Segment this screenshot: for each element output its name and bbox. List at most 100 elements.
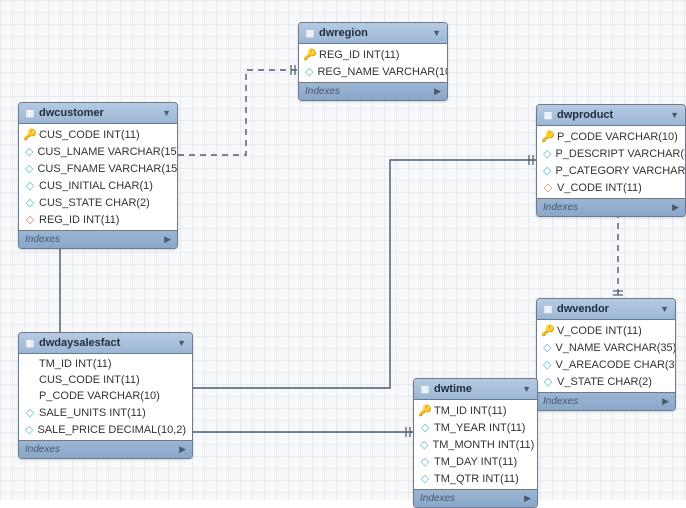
entity-title[interactable]: ▦ dwproduct ▼: [537, 105, 685, 126]
column-icon: ◇: [543, 147, 551, 160]
column-icon: ◇: [543, 375, 553, 388]
indexes-row[interactable]: Indexes▶: [537, 392, 675, 410]
column-row[interactable]: 🔑 P_CODE VARCHAR(10): [537, 128, 685, 145]
column-row[interactable]: ◇ SALE_PRICE DECIMAL(10,2): [19, 421, 192, 438]
column-label: TM_YEAR INT(11): [434, 422, 525, 434]
table-icon: ▦: [25, 108, 35, 119]
entity-title[interactable]: ▦dwregion▼: [299, 23, 447, 44]
key-icon: 🔑: [543, 130, 553, 143]
column-row[interactable]: ◇V_CODE INT(11): [537, 179, 685, 196]
entity-title[interactable]: ▦dwdaysalesfact▼: [19, 333, 192, 354]
entity-dwproduct[interactable]: ▦ dwproduct ▼ 🔑 P_CODE VARCHAR(10) ◇P_DESCRIP…: [536, 104, 686, 217]
indexes-row[interactable]: Indexes ▶: [414, 489, 537, 507]
column-row[interactable]: ◇V_NAME VARCHAR(35): [537, 339, 675, 356]
column-label: V_CODE INT(11): [557, 325, 642, 337]
indexes-row[interactable]: Indexes▶: [299, 82, 447, 100]
column-row[interactable]: P_CODE VARCHAR(10): [19, 388, 192, 404]
collapse-icon[interactable]: ▼: [670, 110, 679, 120]
entity-title-label: dwtime: [434, 383, 472, 395]
chevron-right-icon: ▶: [662, 396, 669, 407]
entity-columns: TM_ID INT(11)CUS_CODE INT(11) P_CODE VARC…: [19, 354, 192, 440]
column-label: P_CODE VARCHAR(10): [39, 390, 160, 402]
collapse-icon[interactable]: ▼: [522, 384, 531, 394]
er-canvas: ▦dwcustomer▼🔑CUS_CODE INT(11)◇CUS_LNAME …: [0, 0, 686, 500]
column-row[interactable]: ◇ REG_NAME VARCHAR(10): [299, 63, 447, 80]
column-row[interactable]: ◇CUS_STATE CHAR(2): [19, 194, 177, 211]
column-icon: ◇: [25, 423, 33, 436]
indexes-row[interactable]: Indexes ▶: [19, 230, 177, 248]
entity-title-label: dwcustomer: [39, 107, 104, 119]
chevron-right-icon: ▶: [434, 86, 441, 97]
column-row[interactable]: 🔑CUS_CODE INT(11): [19, 126, 177, 143]
chevron-right-icon: ▶: [672, 202, 679, 213]
column-icon: ◇: [543, 341, 551, 354]
column-row[interactable]: CUS_CODE INT(11): [19, 372, 192, 388]
entity-title-label: dwvendor: [557, 303, 609, 315]
indexes-row[interactable]: Indexes▶: [19, 440, 192, 458]
collapse-icon[interactable]: ▼: [177, 338, 186, 348]
column-label: TM_DAY INT(11): [434, 456, 517, 468]
table-icon: ▦: [305, 28, 315, 39]
table-icon: ▦: [543, 110, 553, 121]
indexes-label: Indexes: [420, 493, 455, 504]
collapse-icon[interactable]: ▼: [660, 304, 669, 314]
column-label: CUS_INITIAL CHAR(1): [39, 180, 153, 192]
column-row[interactable]: ◇CUS_LNAME VARCHAR(15): [19, 143, 177, 160]
column-icon: ◇: [305, 65, 313, 78]
column-row[interactable]: TM_ID INT(11): [19, 356, 192, 372]
key-icon: 🔑: [305, 48, 315, 61]
column-row[interactable]: 🔑REG_ID INT(11): [299, 46, 447, 63]
column-row[interactable]: ◇ TM_DAY INT(11): [414, 453, 537, 470]
entity-columns: 🔑REG_ID INT(11) ◇ REG_NAME VARCHAR(10): [299, 44, 447, 82]
key-icon: 🔑: [543, 324, 553, 337]
column-row[interactable]: ◇ CUS_INITIAL CHAR(1): [19, 177, 177, 194]
collapse-icon[interactable]: ▼: [162, 108, 171, 118]
chevron-right-icon: ▶: [524, 493, 531, 504]
entity-dwvendor[interactable]: ▦dwvendor▼🔑V_CODE INT(11)◇V_NAME VARCHAR…: [536, 298, 676, 411]
column-row[interactable]: ◇P_CATEGORY VARCHAR(5): [537, 162, 685, 179]
column-label: SALE_UNITS INT(11): [39, 407, 146, 419]
column-label: P_CODE VARCHAR(10): [557, 131, 678, 143]
column-icon: ◇: [420, 472, 430, 485]
column-row[interactable]: ◇TM_MONTH INT(11): [414, 436, 537, 453]
chevron-right-icon: ▶: [164, 234, 171, 245]
entity-title[interactable]: ▦ dwcustomer ▼: [19, 103, 177, 124]
column-row[interactable]: ◇V_AREACODE CHAR(3): [537, 356, 675, 373]
relationship-edge: [178, 70, 298, 155]
column-row[interactable]: ◇P_DESCRIPT VARCHAR(35): [537, 145, 685, 162]
column-row[interactable]: ◇ V_STATE CHAR(2): [537, 373, 675, 390]
entity-dwcustomer[interactable]: ▦ dwcustomer ▼ 🔑CUS_CODE INT(11)◇CUS_LNAME …: [18, 102, 178, 249]
entity-title[interactable]: ▦dwtime▼: [414, 379, 537, 400]
indexes-label: Indexes: [25, 234, 60, 245]
entity-title-label: dwproduct: [557, 109, 613, 121]
entity-title[interactable]: ▦dwvendor▼: [537, 299, 675, 320]
column-label: CUS_FNAME VARCHAR(15): [37, 163, 178, 175]
column-icon: ◇: [543, 164, 551, 177]
column-icon: ◇: [25, 406, 35, 419]
column-label: REG_NAME VARCHAR(10): [317, 66, 448, 78]
column-label: TM_ID INT(11): [434, 405, 507, 417]
column-icon: ◇: [25, 179, 35, 192]
column-icon: ◇: [420, 438, 428, 451]
column-label: V_STATE CHAR(2): [557, 376, 652, 388]
column-icon: ◇: [420, 455, 430, 468]
column-row[interactable]: ◇ CUS_FNAME VARCHAR(15): [19, 160, 177, 177]
column-row[interactable]: 🔑TM_ID INT(11): [414, 402, 537, 419]
column-row[interactable]: ◇TM_QTR INT(11): [414, 470, 537, 487]
collapse-icon[interactable]: ▼: [432, 28, 441, 38]
key-icon: 🔑: [25, 128, 35, 141]
entity-columns: 🔑 P_CODE VARCHAR(10) ◇P_DESCRIPT VARCHAR(3…: [537, 126, 685, 198]
indexes-row[interactable]: Indexes▶: [537, 198, 685, 216]
entity-dwregion[interactable]: ▦dwregion▼ 🔑REG_ID INT(11) ◇ REG_NAME VARCH…: [298, 22, 448, 101]
entity-dwtime[interactable]: ▦dwtime▼🔑TM_ID INT(11)◇TM_YEAR INT(11)◇T…: [413, 378, 538, 508]
column-label: SALE_PRICE DECIMAL(10,2): [37, 424, 186, 436]
entity-dwdaysalesfact[interactable]: ▦dwdaysalesfact▼TM_ID INT(11)CUS_CODE IN…: [18, 332, 193, 459]
column-row[interactable]: ◇REG_ID INT(11): [19, 211, 177, 228]
fk-icon: ◇: [543, 181, 553, 194]
column-row[interactable]: ◇TM_YEAR INT(11): [414, 419, 537, 436]
column-icon: ◇: [25, 145, 33, 158]
column-row[interactable]: ◇ SALE_UNITS INT(11): [19, 404, 192, 421]
chevron-right-icon: ▶: [179, 444, 186, 455]
column-icon: ◇: [25, 162, 33, 175]
column-row[interactable]: 🔑 V_CODE INT(11): [537, 322, 675, 339]
